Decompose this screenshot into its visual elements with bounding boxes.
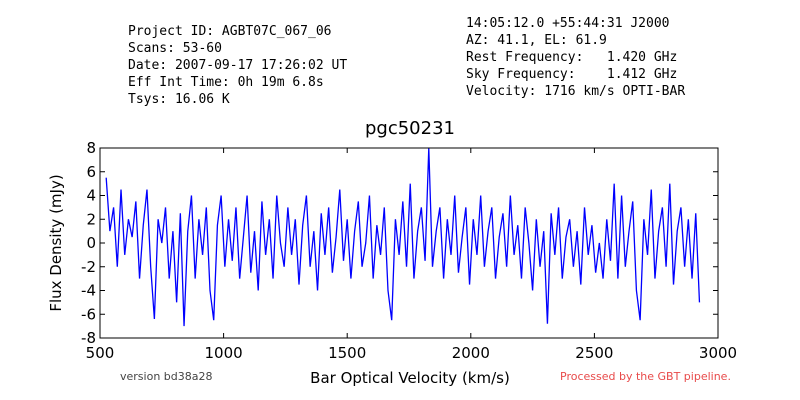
y-tick-label: 4 <box>86 187 96 205</box>
header-line: Rest Frequency: 1.420 GHz <box>466 50 677 65</box>
header-line: Date: 2007-09-17 17:26:02 UT <box>128 58 347 73</box>
header-line: Scans: 53-60 <box>128 41 222 56</box>
header-line: Tsys: 16.06 K <box>128 92 230 107</box>
pipeline-note: Processed by the GBT pipeline. <box>560 370 731 383</box>
y-axis-label: Flux Density (mJy) <box>47 174 65 311</box>
y-tick-label: 8 <box>86 139 96 157</box>
x-tick-label: 1500 <box>328 344 366 362</box>
x-tick-label: 2000 <box>452 344 490 362</box>
header-line: AZ: 41.1, EL: 61.9 <box>466 33 607 48</box>
spectrum-line <box>105 147 701 327</box>
chart-title: pgc50231 <box>365 118 455 139</box>
header-line: Velocity: 1716 km/s OPTI-BAR <box>466 84 685 99</box>
header-line: Sky Frequency: 1.412 GHz <box>466 67 677 82</box>
header-line: Eff Int Time: 0h 19m 6.8s <box>128 75 324 90</box>
x-axis-label: Bar Optical Velocity (km/s) <box>310 369 510 387</box>
x-tick-label: 3000 <box>699 344 737 362</box>
x-tick-label: 2500 <box>575 344 613 362</box>
version-note: version bd38a28 <box>120 370 213 383</box>
y-tick-label: -6 <box>81 305 96 323</box>
y-tick-label: -4 <box>81 282 96 300</box>
x-tick-label: 500 <box>86 344 115 362</box>
header-line: 14:05:12.0 +55:44:31 J2000 <box>466 16 670 31</box>
y-tick-label: -8 <box>81 329 96 347</box>
x-tick-label: 1000 <box>205 344 243 362</box>
y-tick-label: 2 <box>86 210 96 228</box>
y-tick-label: 0 <box>86 234 96 252</box>
y-tick-label: 6 <box>86 163 96 181</box>
header-line: Project ID: AGBT07C_067_06 <box>128 24 332 39</box>
y-tick-label: -2 <box>81 258 96 276</box>
